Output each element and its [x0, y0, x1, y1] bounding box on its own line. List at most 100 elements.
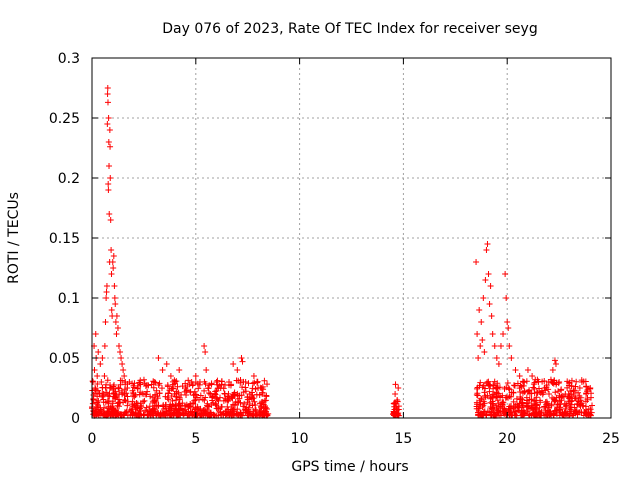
data-point [542, 399, 549, 406]
data-point [545, 386, 552, 393]
data-point [112, 319, 119, 325]
data-point [234, 406, 241, 413]
data-point [115, 384, 122, 391]
data-point [568, 397, 575, 404]
data-point [201, 409, 208, 416]
data-point [182, 385, 189, 391]
data-point [106, 127, 113, 133]
data-point [192, 373, 199, 379]
data-point [508, 389, 515, 396]
data-point [559, 411, 566, 418]
data-point [124, 385, 131, 391]
data-point [107, 175, 114, 181]
data-point [246, 391, 253, 397]
data-point [104, 408, 111, 415]
data-point [576, 385, 583, 391]
data-point [244, 399, 251, 406]
data-point [103, 283, 110, 289]
data-point [528, 396, 535, 403]
data-point [525, 405, 532, 412]
data-point [181, 388, 188, 395]
data-point [240, 389, 247, 396]
data-point [97, 361, 104, 367]
data-point [571, 387, 578, 394]
data-point [567, 388, 574, 395]
data-point [482, 394, 489, 401]
data-point [92, 331, 99, 337]
data-point [500, 331, 507, 337]
data-point [484, 241, 491, 247]
data-point [194, 403, 201, 410]
data-point [573, 378, 580, 385]
data-point [108, 307, 115, 313]
data-point [164, 382, 171, 389]
data-point [153, 387, 160, 394]
data-point [90, 379, 97, 385]
data-point [525, 400, 532, 407]
data-point [520, 402, 527, 409]
data-point [238, 355, 245, 361]
data-point [575, 389, 582, 396]
data-point [250, 373, 257, 379]
data-point [96, 409, 103, 416]
data-point [149, 411, 156, 418]
data-point [208, 380, 215, 387]
data-point [105, 181, 112, 187]
data-point [511, 408, 518, 415]
data-point [103, 295, 110, 301]
data-point [104, 398, 111, 405]
data-point [575, 398, 582, 405]
data-point [235, 411, 242, 418]
data-point [172, 407, 179, 414]
data-point [550, 396, 557, 403]
data-point [551, 398, 558, 405]
data-point [495, 361, 502, 367]
data-point [508, 355, 515, 361]
data-point [391, 409, 398, 415]
data-point [237, 379, 244, 386]
data-point [504, 379, 511, 386]
data-point [490, 411, 497, 418]
data-point [113, 392, 120, 399]
data-point [100, 396, 107, 403]
data-point [577, 403, 584, 410]
data-point [133, 399, 140, 406]
data-point [585, 409, 592, 416]
data-point [504, 319, 511, 325]
data-point [538, 408, 545, 415]
data-point [126, 379, 133, 385]
data-point [494, 384, 501, 391]
data-point [111, 283, 118, 289]
data-point [134, 385, 141, 391]
y-axis-label: ROTI / TECUs [6, 192, 22, 284]
data-point [239, 358, 246, 365]
data-point [479, 337, 486, 343]
data-point [544, 412, 551, 419]
data-point [516, 373, 523, 379]
data-point [261, 397, 268, 404]
data-point [497, 343, 504, 349]
data-point [483, 247, 490, 253]
data-point [259, 391, 266, 397]
data-point [205, 385, 212, 392]
data-point [536, 397, 543, 404]
data-point [546, 404, 553, 411]
data-point [152, 379, 159, 386]
data-point [513, 395, 520, 402]
data-point [481, 389, 488, 396]
data-point [205, 390, 212, 397]
data-points [89, 85, 596, 419]
data-point [475, 355, 482, 361]
data-point [489, 331, 496, 337]
data-point [217, 409, 224, 416]
data-point [142, 382, 149, 389]
data-point [487, 395, 494, 402]
data-point [477, 379, 484, 386]
data-point [100, 391, 107, 397]
data-point [213, 379, 220, 385]
data-point [553, 379, 560, 386]
data-point [534, 412, 541, 419]
data-point [104, 377, 111, 384]
data-point [154, 393, 161, 400]
data-point [119, 361, 126, 367]
